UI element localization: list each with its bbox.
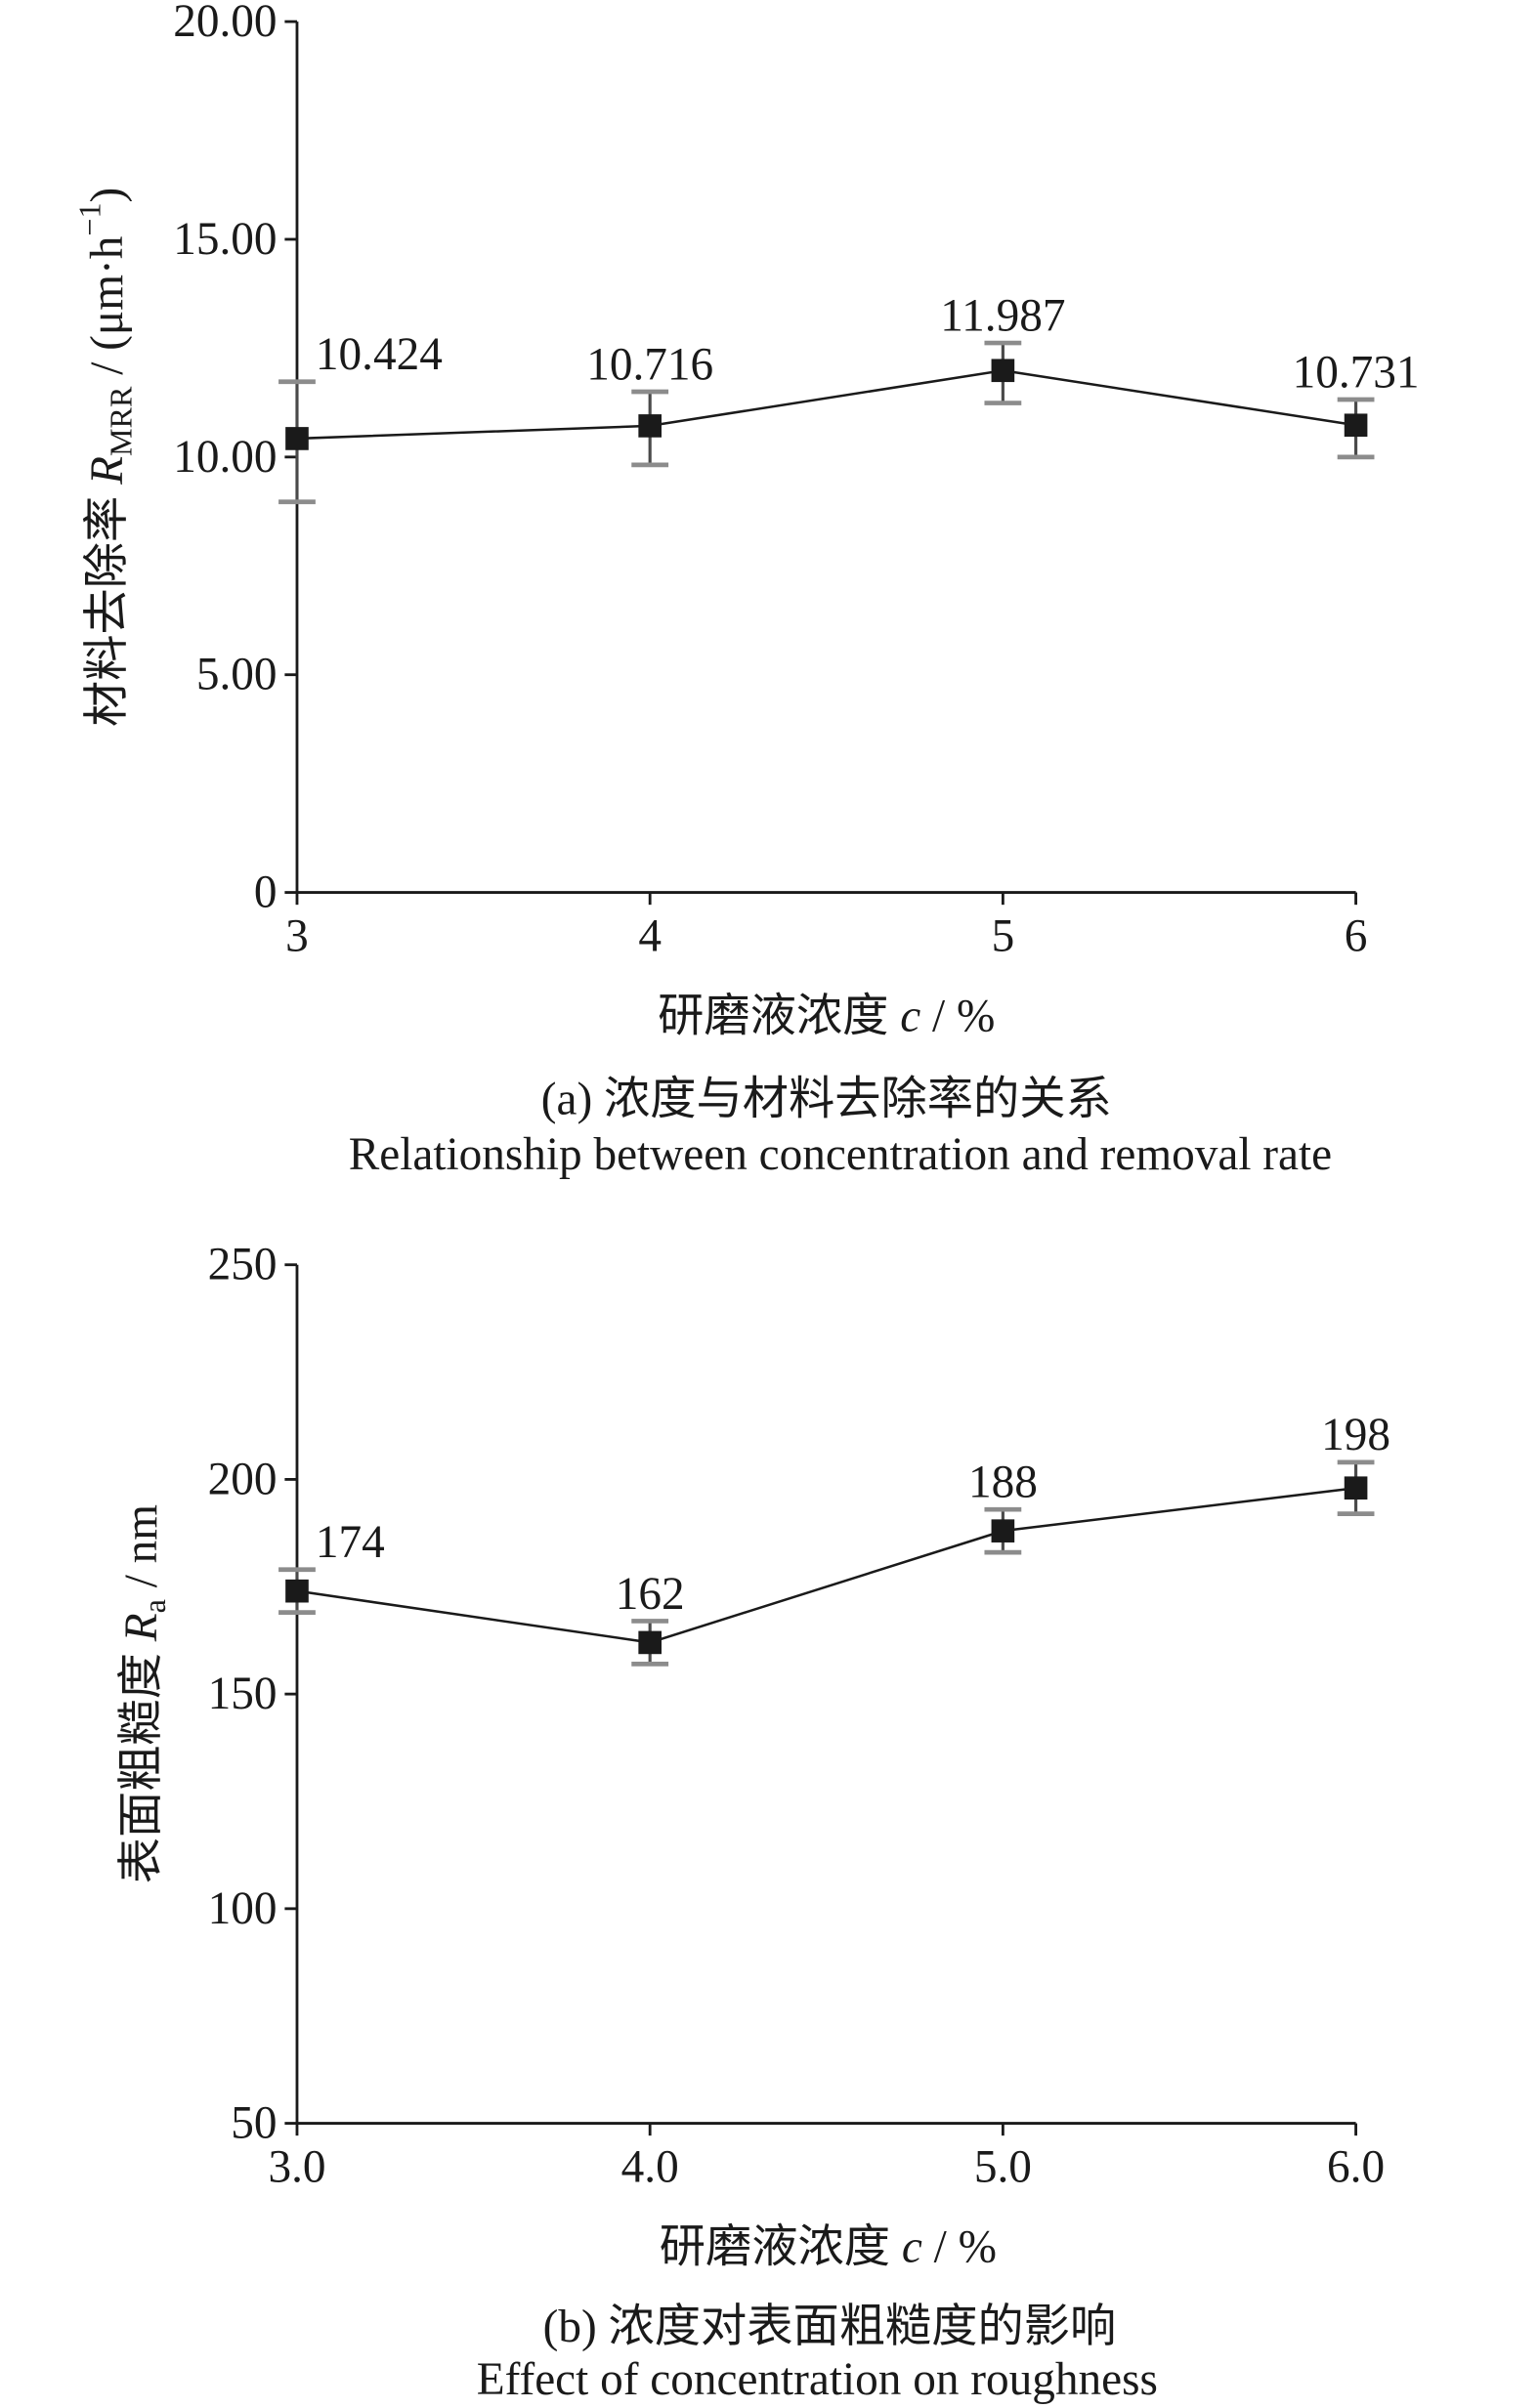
y-tick-label: 0 [254,867,278,918]
x-axis-label-part: 研磨液浓度 [660,2221,902,2272]
figure-caption-en: Relationship between concentration and r… [349,1129,1332,1180]
data-label: 174 [316,1517,385,1568]
y-axis-label-part: / (μm·h [82,236,133,387]
y-axis-label-part: 材料去除率 [82,485,133,727]
x-axis-label: 研磨液浓度 c / % [660,2221,997,2272]
data-point [285,427,309,450]
data-label: 198 [1321,1410,1390,1460]
y-axis-label: 材料去除率 RMRR / (μm·h−1) [71,188,138,727]
x-tick-label: 3 [285,910,309,961]
data-label: 162 [616,1569,685,1620]
x-tick-label: 4.0 [621,2141,679,2192]
y-tick-label: 15.00 [173,214,277,265]
y-axis-label-part: R [116,1613,167,1642]
data-point [638,414,662,438]
x-axis-label: 研磨液浓度 c / % [658,991,995,1041]
x-axis-label-part: / % [920,991,995,1041]
y-axis-label-part: / nm [116,1504,167,1599]
x-axis-label-part: c [902,2221,922,2272]
x-tick-label: 6.0 [1327,2141,1385,2192]
data-point [285,1579,309,1603]
figure-caption: (a) 浓度与材料去除率的关系 [541,1074,1112,1124]
chart-b-roughness: 50 100 150 200 250 3.0 4.0 5.0 6.0 174 162 188 198 研磨… [116,1240,1390,2405]
y-tick-label: 50 [231,2098,277,2149]
data-point [991,359,1015,383]
chart-a-removal-rate: 0 5.00 10.00 15.00 20.00 3 4 5 6 10.424 10.716 11.9… [71,0,1419,1180]
data-label: 10.716 [586,339,713,390]
x-tick-label: 5.0 [974,2141,1032,2192]
y-axis-label-part: R [82,456,133,486]
x-axis-label-part: 研磨液浓度 [658,991,900,1041]
y-axis-label: 表面粗糙度 Ra / nm [116,1504,172,1884]
data-label: 10.424 [316,329,443,380]
x-tick-label: 6 [1345,910,1368,961]
y-tick-label: 20.00 [173,0,277,47]
data-label: 188 [968,1457,1038,1508]
series-line [296,368,1356,441]
y-tick-label: 5.00 [196,650,278,700]
y-tick-label: 250 [208,1240,278,1290]
y-tick-label: 150 [208,1669,278,1719]
series-line [296,1486,1356,1644]
x-tick-label: 4 [638,910,662,961]
y-axis-label-part: ) [82,188,133,203]
data-point [1344,413,1368,438]
y-tick-label: 100 [208,1883,278,1934]
data-label: 10.731 [1293,347,1420,398]
x-axis-label-part: c [900,991,920,1041]
y-tick-label: 10.00 [173,432,277,483]
y-tick-label: 200 [208,1454,278,1504]
figure-caption: (b) 浓度对表面粗糙度的影响 [543,2302,1117,2352]
x-axis-label-part: / % [922,2221,997,2272]
y-axis-label-part: a [137,1599,172,1613]
y-axis-label-part: MRR [103,386,138,456]
data-point [638,1630,662,1655]
y-axis-label-part: 表面粗糙度 [116,1641,167,1883]
data-point [1344,1476,1368,1500]
x-tick-label: 5 [992,910,1015,961]
x-tick-label: 3.0 [268,2141,325,2192]
data-point [991,1519,1015,1542]
data-label: 11.987 [940,290,1065,341]
y-axis-label-part: −1 [71,202,107,235]
figure-caption-en: Effect of concentration on roughness [477,2354,1158,2405]
